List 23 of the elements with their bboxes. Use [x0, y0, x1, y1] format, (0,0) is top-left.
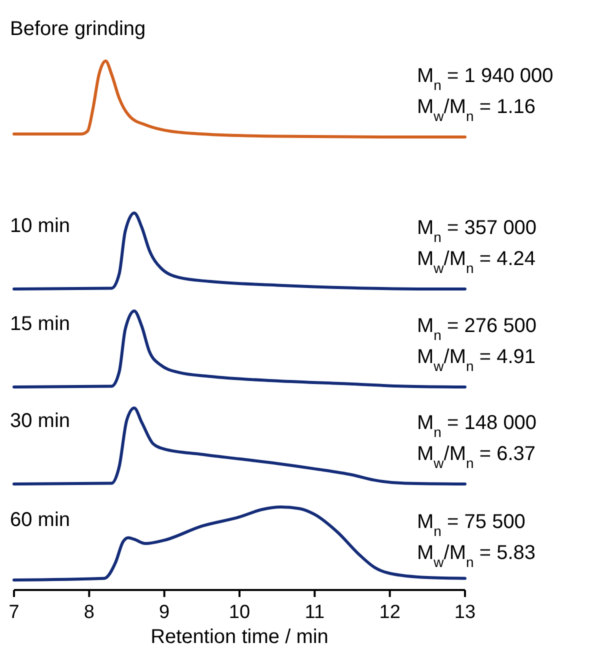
annotation: M$_{w}$/M$_{n}$ = 1.16 — [417, 96, 536, 124]
chart-title: Before grinding — [10, 18, 146, 40]
annotation: M$_{w}$/M$_{n}$ = 4.91 — [417, 346, 536, 374]
chart-title: 30 min — [10, 410, 70, 432]
x-tick-label: 8 — [84, 602, 94, 623]
annotation: M$_{w}$/M$_{n}$ = 6.37 — [417, 443, 536, 471]
chart-title: 10 min — [10, 215, 70, 237]
chart-title: 15 min — [10, 313, 70, 335]
x-tick-label: 12 — [379, 602, 400, 623]
annotation: M$_{w}$/M$_{n}$ = 5.83 — [417, 542, 536, 570]
x-tick-label: 7 — [8, 602, 20, 623]
annotation: M$_{n}$ = 357 000 — [417, 217, 537, 245]
annotation: M$_{n}$ = 276 500 — [417, 315, 537, 343]
x-tick-label: 11 — [304, 602, 325, 623]
annotation: M$_{n}$ = 75 500 — [417, 511, 526, 539]
x-tick-label: 9 — [159, 602, 170, 623]
x-axis-title: Retention time / min — [150, 626, 328, 648]
x-tick-label: 10 — [228, 602, 250, 623]
annotation: M$_{n}$ = 148 000 — [417, 412, 537, 440]
annotation: M$_{n}$ = 1 940 000 — [417, 65, 554, 93]
chart-title: 60 min — [10, 509, 70, 531]
annotation: M$_{w}$/M$_{n}$ = 4.24 — [417, 248, 536, 276]
x-tick-label: 13 — [454, 602, 476, 623]
